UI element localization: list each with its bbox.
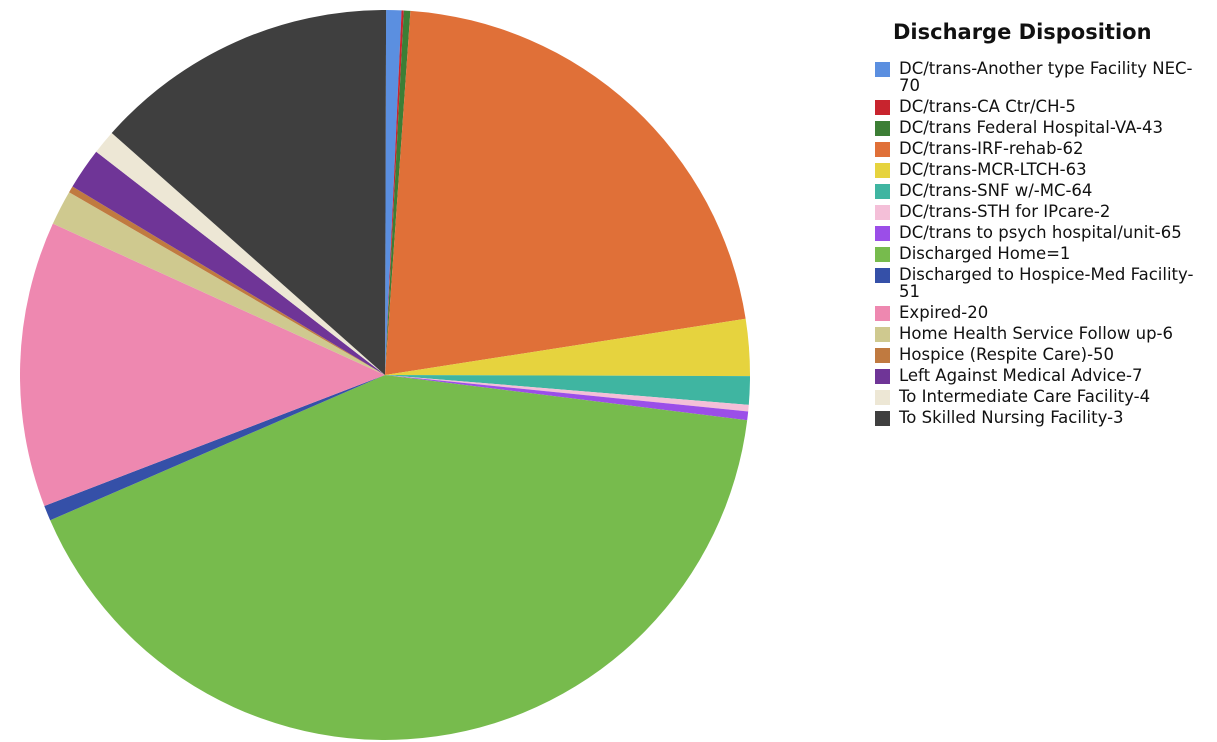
pie-slice-8 [50,375,748,740]
pie-slice-2 [385,10,411,375]
legend-label-1: DC/trans-CA Ctr/CH-5 [899,97,1076,116]
pie-slice-5 [385,375,750,405]
pie-slice-9 [44,375,386,521]
pie-slice-13 [72,151,386,375]
pie-slice-7 [385,375,749,421]
legend-label-12: Hospice (Respite Care)-50 [899,345,1115,364]
legend-title: Discharge Disposition [893,20,1152,44]
legend-item-10: Expired-20 [875,304,1210,321]
pie-slice-4 [385,318,751,377]
legend-label-4: DC/trans-MCR-LTCH-63 [899,160,1087,179]
legend-item-7: DC/trans to psych hospital/unit-65 [875,224,1210,241]
legend-item-5: DC/trans-SNF w/-MC-64 [875,182,1210,199]
pie-slice-6 [385,375,749,412]
pie-slice-1 [385,10,404,375]
legend-label-11: Home Health Service Follow up-6 [899,324,1174,343]
legend-item-13: Left Against Medical Advice-7 [875,367,1210,384]
legend-item-11: Home Health Service Follow up-6 [875,325,1210,342]
pie-slice-3 [385,10,746,375]
legend-swatch-9 [875,268,890,283]
legend-swatch-1 [875,100,890,115]
legend-item-2: DC/trans Federal Hospital-VA-43 [875,119,1210,136]
legend-label-15: To Skilled Nursing Facility-3 [899,408,1124,427]
pie-slice-11 [52,192,385,375]
legend-swatch-5 [875,184,890,199]
legend-item-8: Discharged Home=1 [875,245,1210,262]
legend-swatch-0 [875,62,890,77]
legend-swatch-13 [875,369,890,384]
pie-slice-15 [111,9,387,375]
legend-swatch-6 [875,205,890,220]
legend-swatch-10 [875,306,890,321]
legend-item-4: DC/trans-MCR-LTCH-63 [875,161,1210,178]
pie-chart [19,9,751,740]
pie-slice-0 [385,10,402,375]
legend-swatch-7 [875,226,890,241]
legend-label-3: DC/trans-IRF-rehab-62 [899,139,1084,158]
legend-label-5: DC/trans-SNF w/-MC-64 [899,181,1093,200]
legend-item-0: DC/trans-Another type Facility NEC-70 [875,60,1210,94]
legend-swatch-15 [875,411,890,426]
legend-item-9: Discharged to Hospice-Med Facility-51 [875,266,1210,300]
legend-item-1: DC/trans-CA Ctr/CH-5 [875,98,1210,115]
legend-label-13: Left Against Medical Advice-7 [899,366,1143,385]
legend-item-12: Hospice (Respite Care)-50 [875,346,1210,363]
legend-label-14: To Intermediate Care Facility-4 [899,387,1151,406]
legend-label-8: Discharged Home=1 [899,244,1071,263]
legend-item-14: To Intermediate Care Facility-4 [875,388,1210,405]
legend-item-3: DC/trans-IRF-rehab-62 [875,140,1210,157]
legend-swatch-4 [875,163,890,178]
legend-swatch-2 [875,121,890,136]
legend: Discharge Disposition DC/trans-Another t… [875,20,1210,430]
legend-label-7: DC/trans to psych hospital/unit-65 [899,223,1182,242]
legend-label-10: Expired-20 [899,303,989,322]
legend-swatch-8 [875,247,890,262]
legend-label-0: DC/trans-Another type Facility NEC-70 [899,59,1193,95]
legend-item-15: To Skilled Nursing Facility-3 [875,409,1210,426]
pie-slice-10 [19,223,385,506]
legend-label-2: DC/trans Federal Hospital-VA-43 [899,118,1163,137]
legend-label-6: DC/trans-STH for IPcare-2 [899,202,1111,221]
legend-item-6: DC/trans-STH for IPcare-2 [875,203,1210,220]
legend-label-9: Discharged to Hospice-Med Facility-51 [899,265,1194,301]
legend-swatch-3 [875,142,890,157]
legend-swatch-12 [875,348,890,363]
legend-swatch-14 [875,390,890,405]
legend-items: DC/trans-Another type Facility NEC-70 DC/… [875,60,1210,426]
legend-swatch-11 [875,327,890,342]
pie-slice-14 [96,133,386,375]
pie-slice-12 [69,186,385,375]
